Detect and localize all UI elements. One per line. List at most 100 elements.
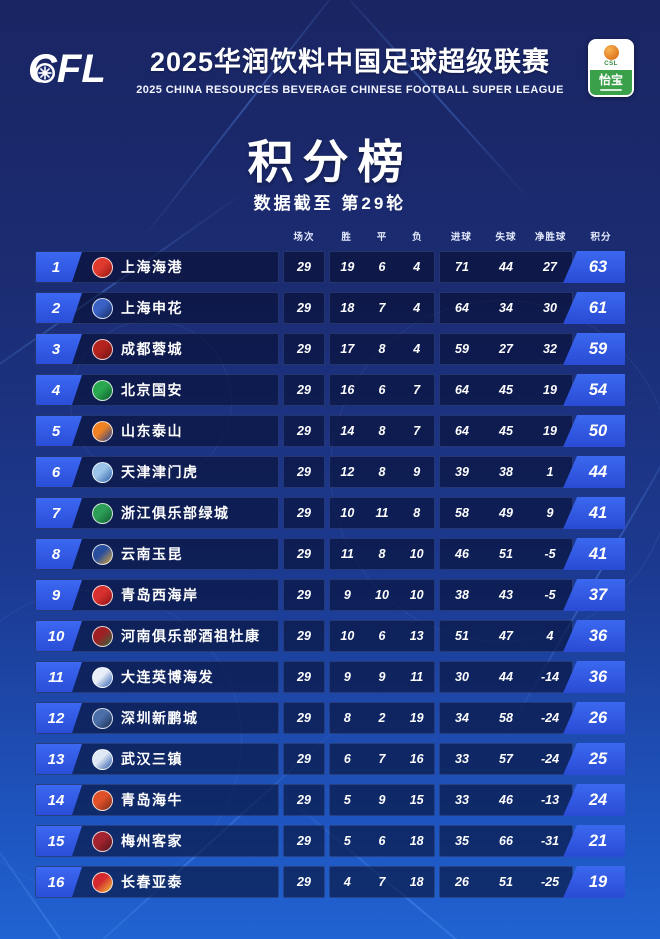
wdl-box: 4 7 18 (329, 866, 435, 898)
draws: 11 (375, 506, 389, 520)
draws: 6 (378, 260, 386, 274)
team-crest-icon (92, 789, 113, 811)
goal-difference: 27 (543, 260, 557, 274)
column-header-played: 场次 (293, 231, 315, 243)
points-box: 26 (563, 702, 625, 734)
team-crest-icon (92, 461, 113, 483)
csl-ball-icon (603, 44, 619, 60)
losses: 7 (413, 383, 421, 397)
goals-against: 45 (499, 424, 513, 438)
team-box: 4 北京国安 (35, 374, 279, 406)
team-crest-icon (92, 707, 113, 729)
wdl-box: 16 6 7 (329, 374, 435, 406)
goals-against: 58 (499, 711, 513, 725)
csl-logo-icon: CSL (590, 41, 632, 71)
points-box: 36 (563, 661, 625, 693)
team-crest-icon (92, 625, 113, 647)
column-header-draw: 平 (376, 231, 388, 243)
wdl-box: 14 8 7 (329, 415, 435, 447)
goal-difference: -24 (540, 752, 560, 766)
team-box: 6 天津津门虎 (35, 456, 279, 488)
matches-played: 29 (297, 875, 311, 889)
points-box: 54 (563, 374, 625, 406)
goals-against: 46 (499, 793, 513, 807)
wdl-box: 17 8 4 (329, 333, 435, 365)
wins: 9 (343, 588, 351, 602)
table-body: 1 上海海港 29 19 6 4 71 44 27 63 2 (35, 251, 625, 898)
matches-played: 29 (297, 342, 311, 356)
rank-badge: 2 (36, 293, 82, 323)
losses: 11 (410, 670, 424, 684)
losses: 7 (413, 424, 421, 438)
goals-for: 64 (455, 301, 469, 315)
played-box: 29 (283, 415, 325, 447)
played-box: 29 (283, 497, 325, 529)
points-box: 24 (563, 784, 625, 816)
team-name: 北京国安 (121, 382, 183, 398)
team-crest-icon (92, 502, 113, 524)
column-header-goals-for: 进球 (450, 231, 472, 243)
goals-against: 38 (499, 465, 513, 479)
points-value: 37 (588, 585, 608, 604)
rank-number: 11 (48, 668, 64, 686)
played-box: 29 (283, 743, 325, 775)
losses: 9 (413, 465, 421, 479)
points-badge: 19 (563, 866, 625, 898)
team-crest-icon (92, 830, 113, 852)
wdl-box: 8 2 19 (329, 702, 435, 734)
goals-box: 33 46 -13 (439, 784, 573, 816)
played-box: 29 (283, 825, 325, 857)
rank-number: 13 (47, 750, 65, 768)
team-box: 5 山东泰山 (35, 415, 279, 447)
rank-badge: 5 (36, 416, 82, 446)
team-box: 15 梅州客家 (35, 825, 279, 857)
points-value: 24 (588, 790, 608, 809)
draws: 9 (378, 793, 386, 807)
losses: 4 (413, 301, 421, 315)
column-header-points: 积分 (590, 231, 612, 243)
losses: 8 (413, 506, 421, 520)
page-subtitle: 数据截至 第29轮 (253, 194, 407, 213)
played-box: 29 (283, 251, 325, 283)
wins: 9 (343, 670, 351, 684)
wins: 17 (340, 342, 355, 356)
goals-box: 39 38 1 (439, 456, 573, 488)
goals-box: 34 58 -24 (439, 702, 573, 734)
points-value: 36 (588, 626, 608, 645)
wins: 5 (343, 834, 351, 848)
matches-played: 29 (297, 793, 311, 807)
losses: 10 (409, 588, 424, 602)
wins: 10 (340, 629, 355, 643)
points-value: 44 (588, 462, 608, 481)
goals-box: 51 47 4 (439, 620, 573, 652)
played-box: 29 (283, 702, 325, 734)
points-value: 63 (588, 257, 608, 276)
header-titles: 2025华润饮料中国足球超级联赛 2025 CHINA RESOURCES BE… (112, 40, 588, 96)
team-crest-icon (92, 256, 113, 278)
rank-number: 9 (51, 586, 61, 604)
wins: 19 (340, 260, 355, 274)
team-crest-icon (92, 297, 113, 319)
goal-difference: 30 (543, 301, 557, 315)
wdl-box: 18 7 4 (329, 292, 435, 324)
goals-box: 71 44 27 (439, 251, 573, 283)
table-row: 14 青岛海牛 29 5 9 15 33 46 -13 24 (35, 784, 625, 816)
wins: 11 (340, 547, 354, 561)
sponsor-brand-area: 怡宝 (590, 70, 632, 95)
wdl-box: 5 9 15 (329, 784, 435, 816)
team-crest-icon (92, 338, 113, 360)
team-box: 1 上海海港 (35, 251, 279, 283)
team-name: 长春亚泰 (121, 874, 183, 890)
losses: 19 (409, 711, 424, 725)
team-box: 12 深圳新鹏城 (35, 702, 279, 734)
rank-number: 12 (47, 709, 65, 727)
goal-difference: 9 (546, 506, 554, 520)
rank-badge: 15 (36, 826, 82, 856)
points-value: 25 (588, 749, 608, 768)
points-box: 61 (563, 292, 625, 324)
team-name: 上海海港 (121, 259, 183, 275)
goals-box: 46 51 -5 (439, 538, 573, 570)
column-header-goals-against: 失球 (495, 231, 517, 243)
wins: 5 (343, 793, 351, 807)
table-row: 15 梅州客家 29 5 6 18 35 66 -31 21 (35, 825, 625, 857)
